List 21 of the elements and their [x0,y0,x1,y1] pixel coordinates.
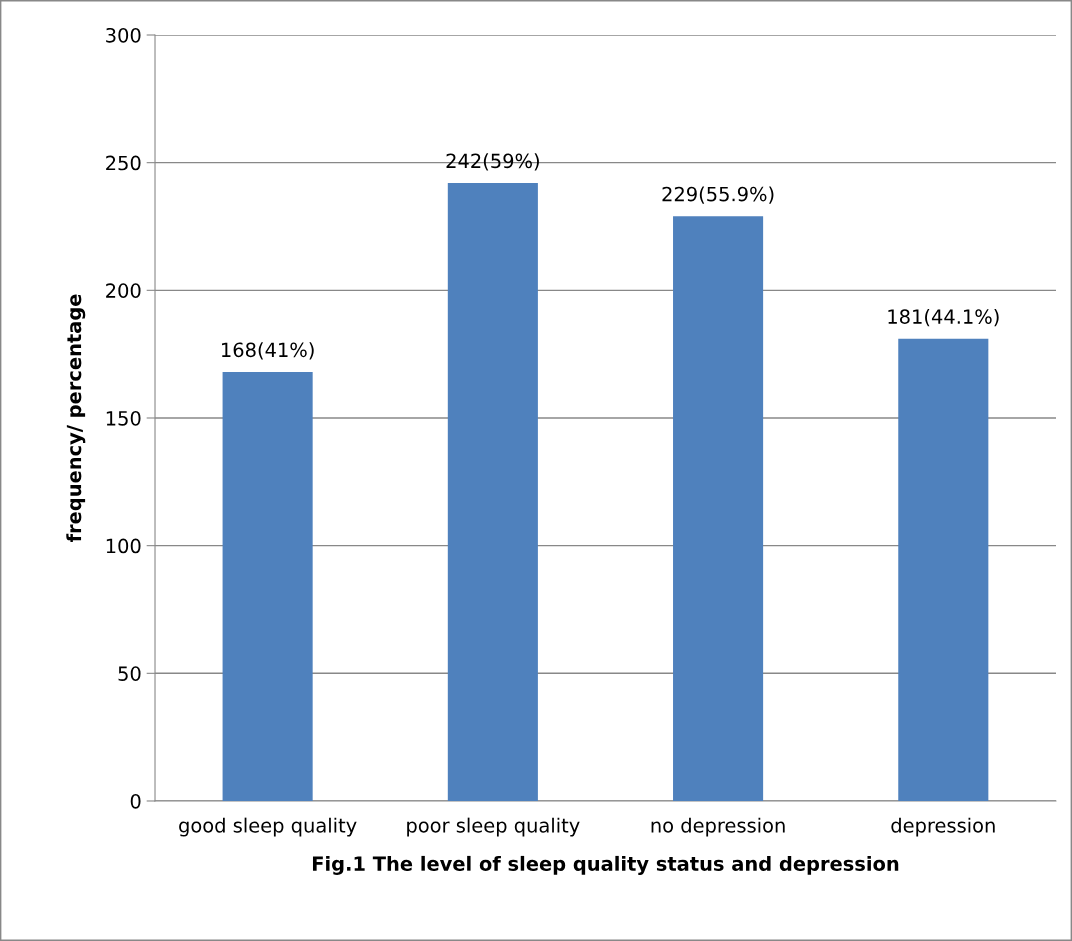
y-tick-label: 250 [106,155,141,171]
data-label: 168(41%) [222,342,314,360]
y-tick-label: 200 [106,283,141,298]
bar [222,372,313,801]
x-tick-label: good sleep quality [179,817,357,837]
data-label: 181(44.1%) [888,308,999,327]
y-tick-label: 0 [130,793,141,809]
bar [447,183,538,801]
y-tick-label: 150 [106,410,141,426]
y-axis-title: frequency/ percentage [66,294,86,543]
bar [673,216,764,801]
y-tick-label: 100 [106,538,141,554]
data-label: 229(55.9%) [662,186,774,204]
x-tick-label: depression [891,817,995,837]
x-tick-label: poor sleep quality [407,817,580,837]
x-tick-label: no depression [651,817,785,837]
y-tick-label: 50 [118,666,141,681]
data-label: 242(59%) [446,153,539,171]
y-tick-label: 300 [106,27,141,43]
x-axis-title: Fig.1 The level of sleep quality status and depression [312,855,899,875]
bar [898,338,989,801]
